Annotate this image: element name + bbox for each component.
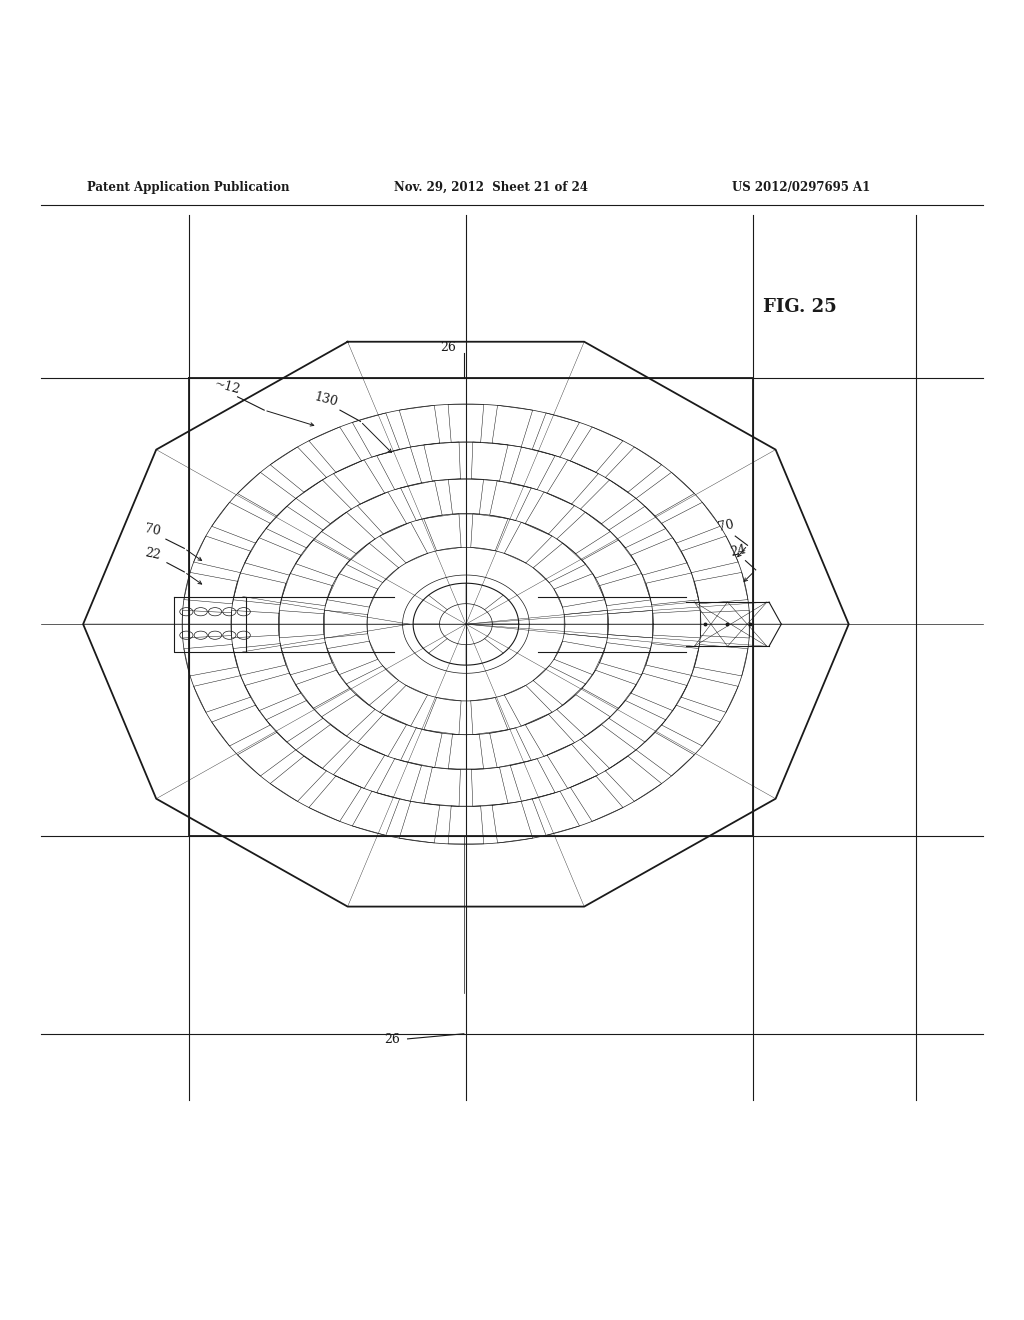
Text: 130: 130 bbox=[312, 391, 339, 409]
Text: Patent Application Publication: Patent Application Publication bbox=[87, 181, 290, 194]
Text: Nov. 29, 2012  Sheet 21 of 24: Nov. 29, 2012 Sheet 21 of 24 bbox=[394, 181, 588, 194]
Text: 24: 24 bbox=[729, 543, 748, 558]
Text: ~12: ~12 bbox=[213, 378, 242, 397]
Text: FIG. 25: FIG. 25 bbox=[763, 298, 837, 315]
Text: 26: 26 bbox=[384, 1034, 400, 1045]
Text: US 2012/0297695 A1: US 2012/0297695 A1 bbox=[732, 181, 870, 194]
Text: 70: 70 bbox=[143, 521, 162, 539]
Text: 22: 22 bbox=[143, 546, 162, 562]
Text: 26: 26 bbox=[440, 341, 457, 354]
Text: 70: 70 bbox=[717, 517, 735, 535]
